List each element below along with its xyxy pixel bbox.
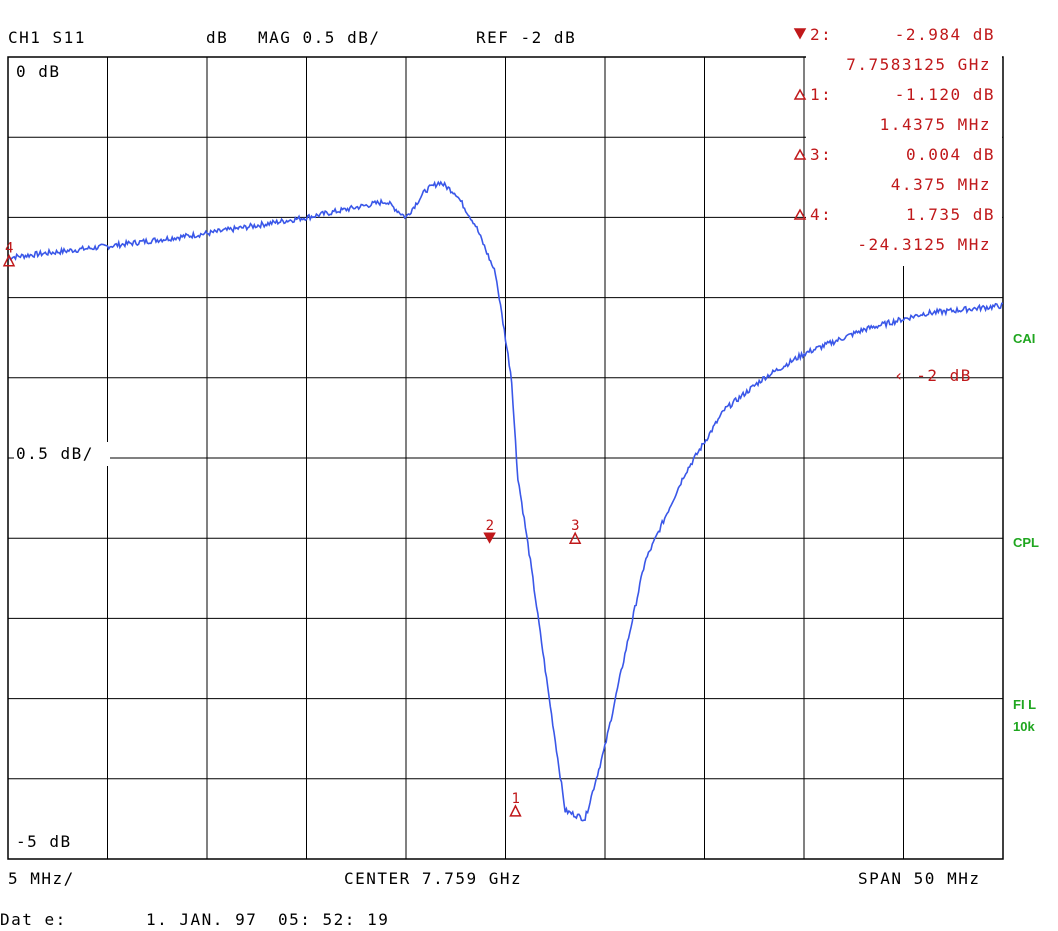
marker-table-label: 2: — [810, 25, 832, 44]
channel-label: CH1 S11 — [8, 28, 86, 47]
center-frequency: CENTER 7.759 GHz — [344, 869, 522, 888]
date-label: Dat e: — [0, 910, 67, 929]
scale-value: 0.5 dB/ — [16, 444, 94, 463]
marker-table-value: 1.735 dB — [906, 205, 995, 224]
marker-3-label: 3 — [571, 518, 579, 534]
marker-table-value: -1.120 dB — [895, 85, 995, 104]
bottom-label-background — [14, 830, 92, 854]
filter-indicator: FI L — [1013, 697, 1036, 712]
unit-label: dB — [206, 28, 228, 47]
filter-bandwidth: 10k — [1013, 719, 1035, 734]
marker-panel-background — [806, 48, 1002, 266]
marker-table-frequency: -24.3125 MHz — [857, 235, 991, 254]
top-label-background — [14, 58, 80, 82]
marker-table-label: 4: — [810, 205, 832, 224]
marker-table-symbol — [793, 88, 807, 100]
marker-table-symbol — [793, 28, 807, 40]
marker-table-label: 3: — [810, 145, 832, 164]
marker-3-symbol — [568, 531, 582, 544]
format-label: MAG 0.5 dB/ — [258, 28, 380, 47]
marker-table-frequency: 4.375 MHz — [891, 175, 991, 194]
marker-4-symbol — [2, 254, 16, 267]
marker-2-label: 2 — [486, 518, 494, 534]
marker-table-value: -2.984 dB — [895, 25, 995, 44]
marker-1-symbol — [509, 804, 522, 817]
marker-table-value: 0.004 dB — [906, 145, 995, 164]
frequency-per-division: 5 MHz/ — [8, 869, 75, 888]
frequency-span: SPAN 50 MHz — [858, 869, 980, 888]
marker-table-symbol — [793, 208, 807, 220]
marker-table-symbol — [793, 148, 807, 160]
bottom-reference-value: -5 dB — [16, 832, 72, 851]
marker-table: 2: -2.984 dB 7.7583125 GHz 1: -1.120 dB 1.437… — [793, 25, 995, 254]
calibration-indicator: CAI — [1013, 331, 1035, 346]
marker-table-label: 1: — [810, 85, 832, 104]
time-value: 05: 52: 19 — [278, 910, 389, 929]
s11-trace — [7, 180, 1004, 822]
reference-level-indicator: ‹ -2 dB — [894, 366, 972, 385]
marker-table-frequency: 7.7583125 GHz — [846, 55, 991, 74]
marker-2-symbol — [483, 532, 496, 544]
marker-1-label: 1 — [511, 791, 519, 807]
reference-label: REF -2 dB — [476, 28, 576, 47]
date-value: 1. JAN. 97 — [146, 910, 257, 929]
marker-4-label: 4 — [5, 241, 13, 257]
top-reference-value: 0 dB — [16, 62, 61, 81]
coupling-indicator: CPL — [1013, 535, 1039, 550]
marker-table-frequency: 1.4375 MHz — [880, 115, 991, 134]
scale-label-background — [14, 442, 110, 466]
trace-markers: 1 2 3 4 — [2, 241, 582, 817]
